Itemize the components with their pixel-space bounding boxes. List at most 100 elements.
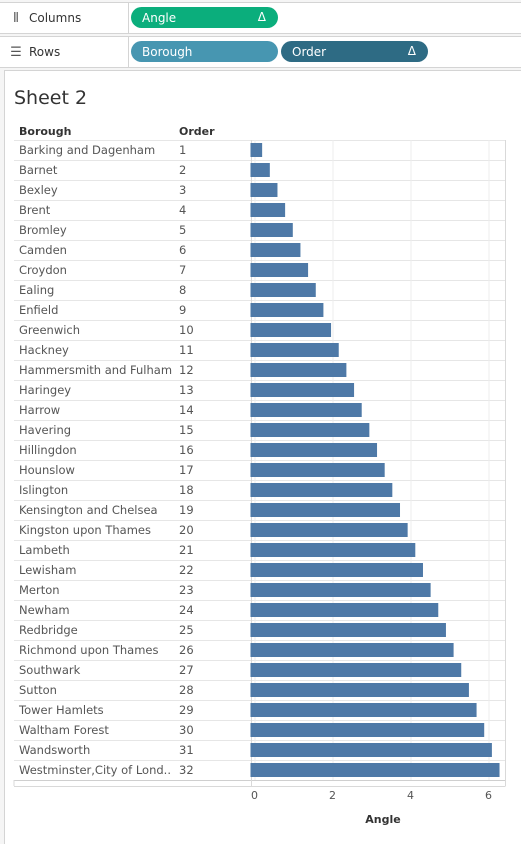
- order-label: 7: [179, 263, 186, 277]
- borough-label: Bromley: [19, 223, 67, 237]
- order-label: 19: [179, 503, 194, 517]
- borough-label: Waltham Forest: [19, 723, 109, 737]
- x-tick-label: 2: [329, 789, 336, 802]
- order-label: 26: [179, 643, 194, 657]
- delta-icon: Δ: [407, 44, 416, 58]
- columns-label: Columns: [29, 11, 82, 25]
- borough-label: Ealing: [19, 283, 54, 297]
- delta-icon: Δ: [257, 10, 266, 24]
- order-pill[interactable]: Order Δ: [281, 41, 428, 62]
- bar: [250, 363, 347, 377]
- order-label: 3: [179, 183, 186, 197]
- borough-label: Hounslow: [19, 463, 75, 477]
- borough-label: Redbridge: [19, 623, 78, 637]
- bar: [250, 423, 370, 437]
- bar: [250, 723, 485, 737]
- x-tick-label: 6: [485, 789, 492, 802]
- angle-pill[interactable]: Angle Δ: [131, 7, 278, 28]
- bar: [250, 463, 385, 477]
- borough-label: Wandsworth: [19, 743, 90, 757]
- order-label: 4: [179, 203, 186, 217]
- angle-pill-label: Angle: [142, 10, 177, 25]
- order-label: 2: [179, 163, 186, 177]
- borough-label: Hammersmith and Fulham: [19, 363, 172, 377]
- order-label: 16: [179, 443, 194, 457]
- bar-chart: Barking and Dagenham 1 Barnet 2 Bexley 3 Brent…: [13, 140, 506, 826]
- order-label: 8: [179, 283, 186, 297]
- columns-icon: ⫴: [13, 10, 19, 26]
- columns-shelf: ⫴ Columns Angle Δ: [0, 2, 521, 34]
- order-label: 24: [179, 603, 194, 617]
- order-label: 13: [179, 383, 194, 397]
- borough-label: Barnet: [19, 163, 58, 177]
- borough-label: Greenwich: [19, 323, 80, 337]
- bar: [250, 223, 293, 237]
- bar: [250, 343, 339, 357]
- bar: [250, 683, 469, 697]
- order-label: 5: [179, 223, 186, 237]
- borough-label: Haringey: [19, 383, 71, 397]
- order-label: 17: [179, 463, 194, 477]
- bar: [250, 203, 286, 217]
- bar: [250, 483, 393, 497]
- order-label: 31: [179, 743, 194, 757]
- sheet-title: Sheet 2: [14, 87, 88, 109]
- bar: [250, 243, 301, 257]
- bar: [250, 563, 423, 577]
- borough-label: Richmond upon Thames: [19, 643, 158, 657]
- bar: [250, 763, 500, 777]
- order-label: 14: [179, 403, 194, 417]
- borough-label: Hillingdon: [19, 443, 77, 457]
- rows-icon: ☰: [10, 44, 22, 60]
- bar: [250, 283, 316, 297]
- bar: [250, 443, 378, 457]
- borough-label: Bexley: [19, 183, 58, 197]
- order-label: 21: [179, 543, 194, 557]
- bar: [250, 183, 278, 197]
- rows-shelf-label: ☰ Rows: [0, 37, 129, 67]
- bar: [250, 583, 431, 597]
- x-tick-label: 0: [251, 789, 258, 802]
- borough-label: Enfield: [19, 303, 58, 317]
- bar: [250, 323, 332, 337]
- bar: [250, 383, 355, 397]
- order-column-header: Order: [179, 125, 215, 138]
- bar: [250, 743, 492, 757]
- borough-label: Tower Hamlets: [18, 703, 104, 717]
- borough-pill[interactable]: Borough: [131, 41, 278, 62]
- borough-label: Sutton: [19, 683, 57, 697]
- order-label: 20: [179, 523, 194, 537]
- order-label: 11: [179, 343, 194, 357]
- borough-label: Islington: [19, 483, 68, 497]
- borough-label: Hackney: [19, 343, 69, 357]
- bar: [250, 143, 263, 157]
- x-tick-label: 4: [407, 789, 414, 802]
- bar: [250, 403, 362, 417]
- order-label: 30: [179, 723, 194, 737]
- borough-label: Barking and Dagenham: [19, 143, 155, 157]
- order-label: 10: [179, 323, 194, 337]
- order-pill-label: Order: [292, 44, 327, 59]
- order-label: 23: [179, 583, 194, 597]
- bar: [250, 263, 309, 277]
- borough-label: Croydon: [19, 263, 67, 277]
- borough-label: Kingston upon Thames: [19, 523, 151, 537]
- borough-label: Kensington and Chelsea: [19, 503, 158, 517]
- order-label: 12: [179, 363, 194, 377]
- x-axis-title: Angle: [365, 813, 400, 826]
- order-label: 1: [179, 143, 186, 157]
- order-label: 18: [179, 483, 194, 497]
- borough-pill-label: Borough: [142, 44, 193, 59]
- order-label: 15: [179, 423, 194, 437]
- order-label: 9: [179, 303, 186, 317]
- order-label: 32: [179, 763, 194, 777]
- borough-label: Westminster,City of Lond..: [19, 763, 171, 777]
- bar: [250, 523, 408, 537]
- borough-label: Southwark: [19, 663, 81, 677]
- bar: [250, 303, 324, 317]
- borough-label: Brent: [19, 203, 51, 217]
- sheet-area: Sheet 2 Borough Order Barking and Dagenh…: [4, 70, 521, 844]
- bar: [250, 543, 416, 557]
- rows-label: Rows: [29, 45, 61, 59]
- bar: [250, 623, 446, 637]
